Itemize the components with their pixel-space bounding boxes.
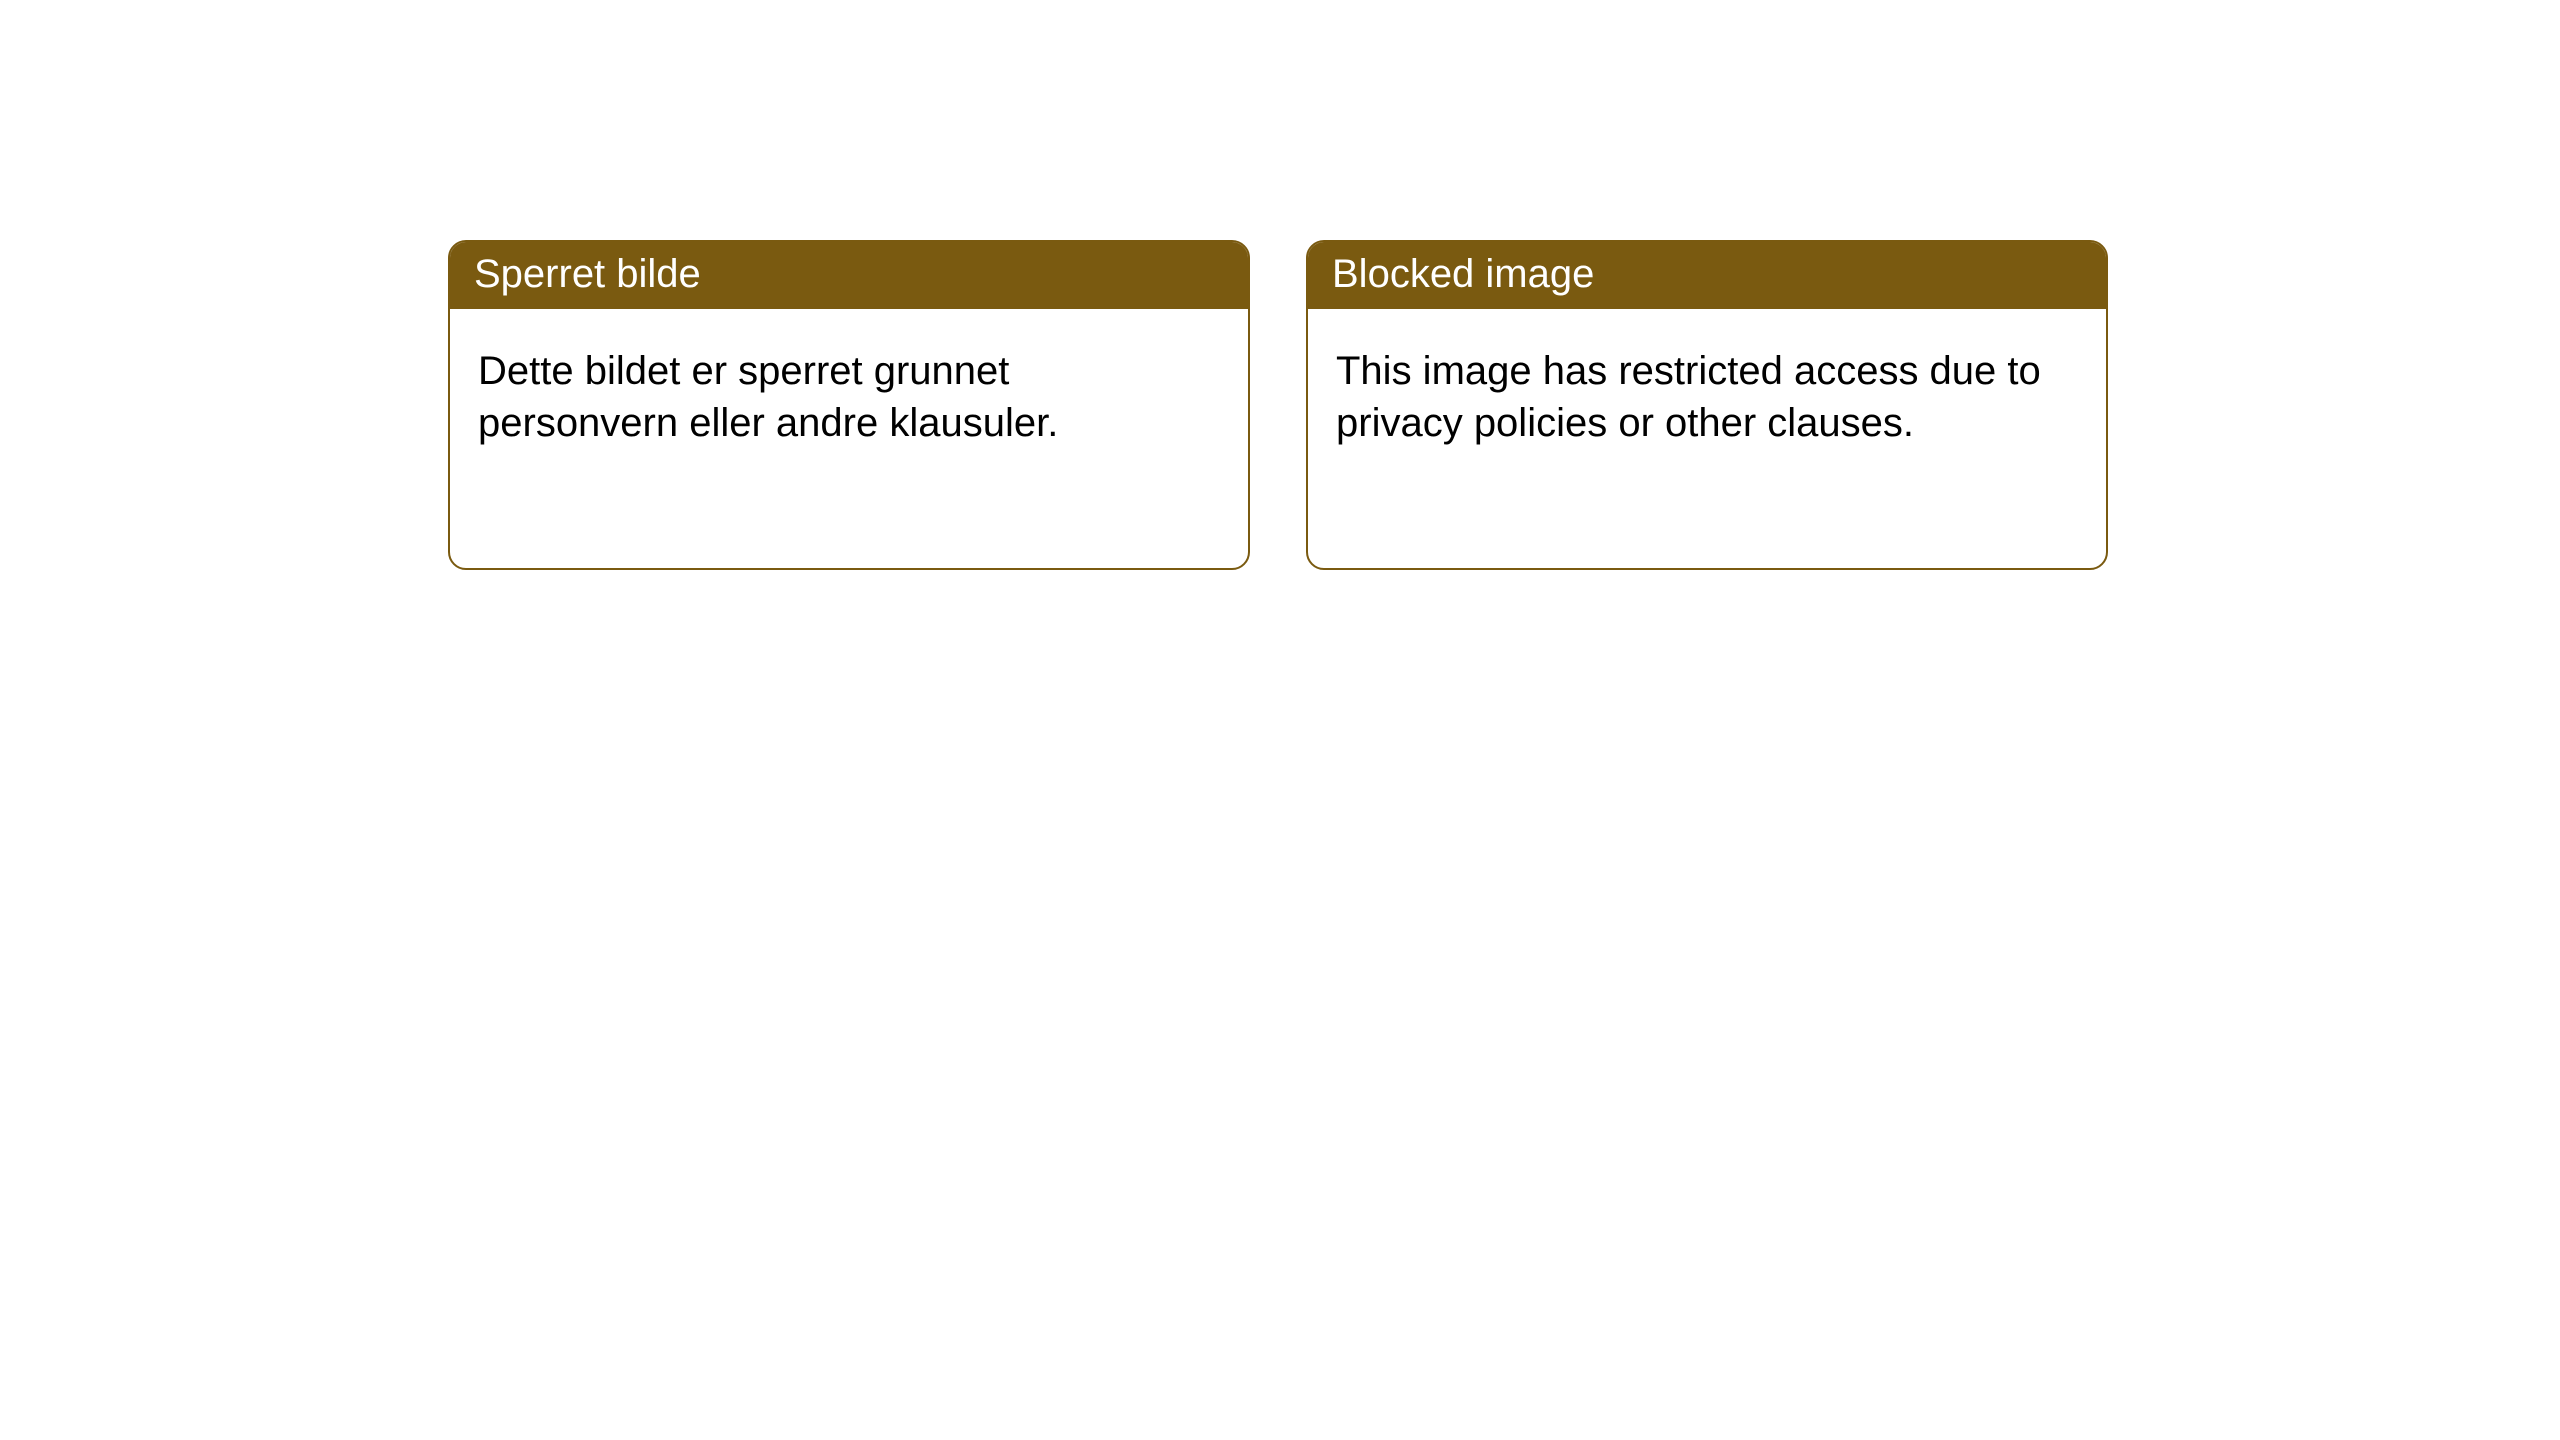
notice-card-title-english: Blocked image bbox=[1308, 242, 2106, 309]
notice-card-norwegian: Sperret bilde Dette bildet er sperret gr… bbox=[448, 240, 1250, 570]
notice-card-body-norwegian: Dette bildet er sperret grunnet personve… bbox=[450, 309, 1248, 485]
notice-cards-container: Sperret bilde Dette bildet er sperret gr… bbox=[448, 240, 2560, 570]
notice-card-english: Blocked image This image has restricted … bbox=[1306, 240, 2108, 570]
notice-card-title-norwegian: Sperret bilde bbox=[450, 242, 1248, 309]
notice-card-body-english: This image has restricted access due to … bbox=[1308, 309, 2106, 485]
